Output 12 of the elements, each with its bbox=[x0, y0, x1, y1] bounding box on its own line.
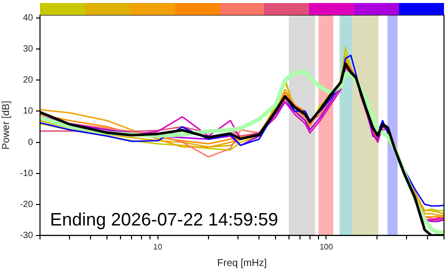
y-tick-label: 10 bbox=[22, 106, 33, 116]
y-tick-label: -20 bbox=[20, 198, 33, 209]
y-tick-label: 30 bbox=[22, 44, 33, 54]
annotation: Ending 2026-07-22 14:59:59 bbox=[50, 209, 278, 230]
y-tick-label: -10 bbox=[20, 168, 33, 178]
x-axis-title: Freq [mHz] bbox=[217, 258, 267, 269]
y-tick-label: 0 bbox=[28, 136, 33, 147]
y-axis-title: Power [dB] bbox=[0, 100, 12, 150]
y-tick-label: 40 bbox=[22, 12, 33, 23]
x-tick-label: 100 bbox=[320, 242, 334, 252]
y-tick-label: 20 bbox=[22, 74, 33, 85]
y-tick-label: -30 bbox=[20, 230, 33, 240]
